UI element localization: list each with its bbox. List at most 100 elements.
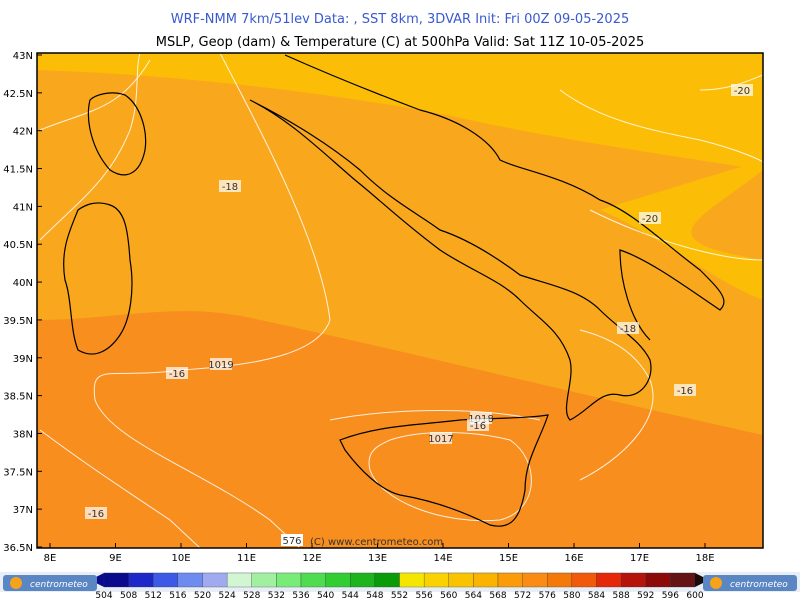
contour-label-bg [210, 358, 232, 370]
colorbar-label: 560 [440, 591, 457, 600]
logo-left-icon [10, 577, 22, 589]
contour-label: -16 [169, 369, 185, 380]
colorbar-label: 580 [563, 591, 580, 600]
band [600, 160, 763, 300]
colorbar-label: 520 [194, 591, 211, 600]
lon-label: 10E [171, 553, 190, 564]
colorbar-segment [226, 572, 252, 588]
colorbar-segment [423, 572, 449, 588]
lon-label: 15E [499, 553, 518, 564]
colorbar-label: 528 [243, 591, 260, 600]
lat-label: 36.5N [3, 543, 33, 554]
colorbar-segment [473, 572, 499, 588]
lon-label: 9E [109, 553, 122, 564]
colorbar-label: 516 [169, 591, 186, 600]
contour-label-bg [674, 384, 696, 396]
colorbar-segment [522, 572, 548, 588]
copyright: (C) www.centrometeo.com [310, 537, 443, 548]
lon-label: 14E [433, 553, 452, 564]
contour-label: -20 [734, 86, 750, 97]
band [37, 311, 763, 548]
lat-label: 40N [13, 278, 33, 289]
colorbar-segment [325, 572, 351, 588]
colorbar-segment [596, 572, 622, 588]
colorbar: 504 508 512 516 520 524 528 532 536 540 544 548 552 5… [0, 572, 800, 600]
contour-label-bg [639, 212, 661, 224]
colorbar-segment [620, 572, 646, 588]
band [37, 53, 763, 170]
logo-left: centrometeo [30, 580, 88, 590]
colorbar-segment [547, 572, 573, 588]
colorbar-label: 540 [317, 591, 334, 600]
contour-label: 1019 [208, 360, 233, 371]
colorbar-segment [645, 572, 671, 588]
colorbar-segment [153, 572, 179, 588]
colorbar-label: 588 [613, 591, 630, 600]
lon-label: 16E [564, 553, 583, 564]
contour-label: -16 [677, 386, 693, 397]
colorbar-arrow-right [695, 573, 709, 587]
contour-label-bg [166, 367, 188, 379]
lat-label: 42.5N [3, 89, 33, 100]
lon-label: 12E [302, 553, 321, 564]
colorbar-segment [399, 572, 425, 588]
colorbar-segment [670, 572, 696, 588]
colorbar-label: 564 [465, 591, 482, 600]
colorbar-segment [571, 572, 597, 588]
contour-label: -20 [642, 214, 658, 225]
contour-label: 1017 [428, 434, 453, 445]
map-area [37, 52, 764, 549]
colorbar-label: 524 [219, 591, 236, 600]
colorbar-label: 532 [268, 591, 285, 600]
logo-right: centrometeo [730, 580, 788, 590]
lat-label: 42N [13, 127, 33, 138]
lat-label: 37N [13, 505, 33, 516]
contour-label-bg [617, 322, 639, 334]
logo-left-bg [3, 575, 97, 591]
colorbar-segment [128, 572, 154, 588]
coastlines [63, 54, 725, 527]
colorbar-segment [202, 572, 228, 588]
colorbar-label: 544 [342, 591, 359, 600]
lat-label: 40.5N [3, 240, 33, 251]
colorbar-label: 568 [489, 591, 506, 600]
colorbar-label: 504 [95, 591, 112, 600]
logo-right-icon [710, 577, 722, 589]
colorbar-label: 596 [662, 591, 679, 600]
contour-label-bg [85, 507, 107, 519]
colorbar-segment [276, 572, 302, 588]
lat-label: 39N [13, 354, 33, 365]
lat-label: 38N [13, 429, 33, 440]
contour-label-bg [467, 419, 489, 431]
contour-label: -16 [88, 509, 104, 520]
colorbar-label: 600 [686, 591, 703, 600]
colorbar-segment [497, 572, 523, 588]
colorbar-label: 548 [366, 591, 383, 600]
lat-label: 41.5N [3, 165, 33, 176]
colorbar-segment [350, 572, 376, 588]
lon-label: 11E [237, 553, 256, 564]
colorbar-segment [103, 572, 129, 588]
colorbar-label: 584 [588, 591, 605, 600]
colorbar-segment [251, 572, 277, 588]
lat-label: 37.5N [3, 467, 33, 478]
colorbar-label: 576 [539, 591, 556, 600]
colorbar-segment [374, 572, 400, 588]
contour-label-bg [430, 432, 452, 444]
contour-label: -16 [470, 421, 486, 432]
contours [39, 52, 764, 549]
contour-label-bg [281, 534, 303, 546]
contour-label-bg [219, 180, 241, 192]
title-line-1: WRF-NMM 7km/51lev Data: , SST 8km, 3DVAR… [171, 12, 630, 27]
colorbar-segment [300, 572, 326, 588]
lon-label: 8E [44, 553, 57, 564]
colorbar-label: 556 [416, 591, 433, 600]
lon-label: 18E [695, 553, 714, 564]
colorbar-label: 512 [145, 591, 162, 600]
colorbar-label: 572 [514, 591, 531, 600]
lat-label: 41N [13, 202, 33, 213]
lon-label: 17E [630, 553, 649, 564]
title-line-2: MSLP, Geop (dam) & Temperature (C) at 50… [156, 35, 645, 50]
